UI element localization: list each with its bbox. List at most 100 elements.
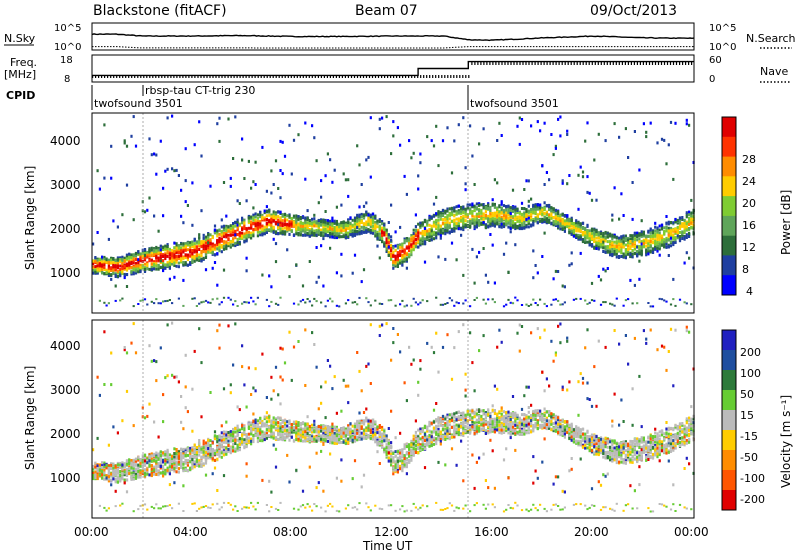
power-cell [462,211,465,214]
power-cell [502,222,506,226]
power-cell [252,300,255,303]
power-cell [394,260,397,264]
power-cell [656,246,659,250]
power-cell [315,230,318,234]
velocity-cell [125,461,129,465]
velocity-cell [141,406,144,410]
nave-mark [486,62,488,65]
power-cell [326,152,329,156]
power-cell [561,284,564,288]
power-cell [557,117,560,121]
power-cell [462,228,465,232]
power-cell [532,207,535,211]
power-cell [618,239,621,243]
power-cell [369,304,372,307]
power-cell [374,214,377,218]
power-cell [329,232,332,236]
power-cell [487,280,490,284]
nave-mark [125,75,127,78]
power-cell [189,250,192,254]
power-cell [119,260,122,264]
power-cell [403,254,406,258]
power-cell [658,238,661,242]
power-cell [381,116,384,120]
power-cell [232,230,235,234]
velocity-cell [112,466,115,470]
power-cell [620,238,623,242]
power-cell [633,241,636,245]
power-cell [439,224,442,228]
power-cell [180,249,183,253]
power-cell [518,215,521,219]
power-cell [351,271,354,275]
power-cell [493,224,496,228]
power-cell [162,259,165,263]
power-cell [602,240,605,244]
power-cell [301,227,305,231]
power-cell [207,233,210,236]
power-cell [236,226,239,230]
velocity-cell [94,473,97,477]
power-cell [123,276,126,280]
power-cell [139,265,142,269]
power-cell [624,237,627,240]
power-cell [317,221,320,225]
power-cell [114,299,117,302]
power-cell [609,302,612,305]
power-cell [270,300,273,303]
power-cell [496,139,499,142]
power-cell [520,217,524,220]
power-cell [663,230,666,233]
nave-mark [170,75,172,78]
power-cell [678,298,682,301]
velocity-cell [125,389,129,393]
power-cell [527,204,530,208]
power-cell [259,225,262,229]
power-cell [371,229,375,232]
power-cell [204,253,208,257]
power-cell [204,245,208,249]
power-cell [478,203,481,207]
power-cell [353,227,357,231]
velocity-cell [125,470,129,474]
power-cell [371,219,375,223]
power-cell [227,296,230,299]
cpid-label: CPID [6,89,35,102]
power-cell [365,158,368,162]
power-cell [162,186,165,190]
power-cell [139,259,142,263]
power-cell [392,260,395,264]
power-cell [633,247,636,251]
power-cell [175,258,178,261]
power-cell [200,250,203,254]
power-cell [283,215,287,219]
power-cell [146,252,149,255]
power-cell [320,244,323,248]
power-cell [414,234,417,238]
nave-mark [600,62,602,65]
power-cell [412,151,415,155]
power-cell [554,220,557,224]
power-colorbar-frame [721,116,737,296]
power-cell [110,176,113,180]
power-cell [638,259,641,263]
power-cell [234,300,237,303]
power-cell [347,194,350,198]
power-cell [329,297,332,300]
power-cell [419,221,422,225]
power-cell [209,249,212,253]
power-cell [638,168,641,172]
power-cell [283,226,287,230]
nave-mark [140,75,142,78]
power-cell [274,159,278,163]
power-ylabel: Slant Range [km] [23,166,37,270]
power-cell [586,303,589,305]
power-cell [649,250,652,254]
power-cell [597,132,600,136]
velocity-cell [130,477,133,481]
nave-mark [579,62,581,65]
power-cell [507,213,510,217]
power-cell [554,224,557,227]
velocity-cell [119,461,122,465]
power-cell [234,231,237,235]
